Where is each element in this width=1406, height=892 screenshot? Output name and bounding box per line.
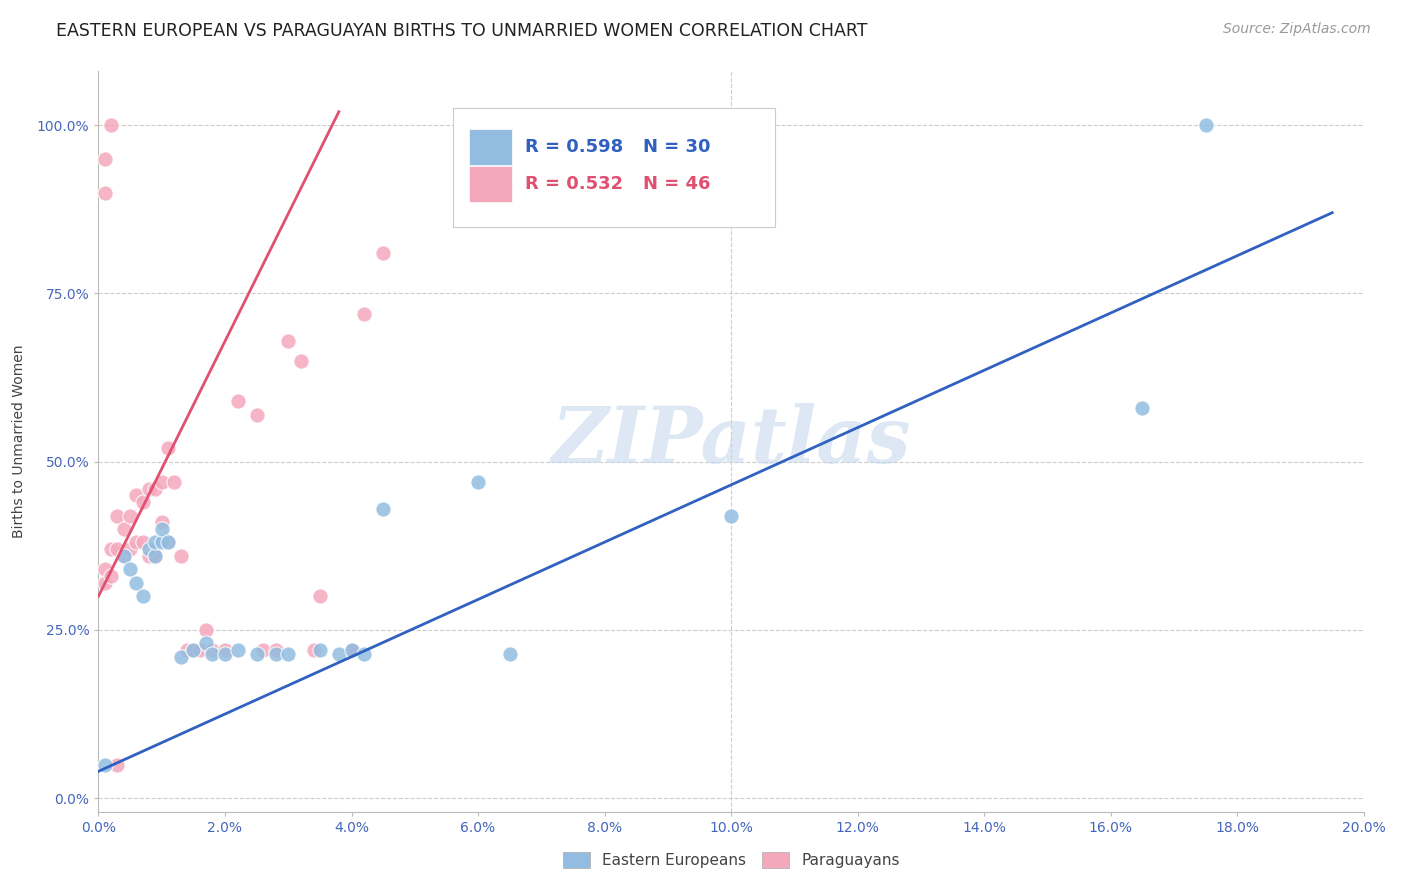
Point	[138, 549, 160, 563]
Point	[169, 549, 191, 563]
Point	[498, 647, 520, 661]
Point	[107, 508, 129, 523]
Point	[93, 152, 117, 166]
Point	[214, 643, 236, 657]
Point	[226, 394, 249, 409]
Point	[157, 535, 180, 549]
Point	[132, 495, 155, 509]
Point	[194, 623, 218, 637]
Point	[340, 643, 363, 657]
Point	[145, 549, 166, 563]
Legend: Eastern Europeans, Paraguayans: Eastern Europeans, Paraguayans	[557, 847, 905, 874]
Point	[277, 334, 299, 348]
Point	[183, 643, 205, 657]
Point	[157, 535, 180, 549]
Point	[246, 408, 269, 422]
Point	[150, 522, 173, 536]
Point	[1130, 401, 1153, 415]
Point	[132, 535, 155, 549]
Point	[145, 535, 166, 549]
Point	[720, 508, 742, 523]
Point	[340, 643, 363, 657]
Point	[264, 647, 287, 661]
Point	[340, 643, 363, 657]
Y-axis label: Births to Unmarried Women: Births to Unmarried Women	[11, 345, 25, 538]
Text: ZIPatlas: ZIPatlas	[551, 403, 911, 480]
Point	[252, 643, 274, 657]
Point	[188, 643, 211, 657]
Text: N = 46: N = 46	[643, 175, 710, 193]
Point	[309, 643, 332, 657]
Text: R = 0.532: R = 0.532	[524, 175, 623, 193]
Point	[214, 647, 236, 661]
Point	[112, 549, 135, 563]
Point	[309, 590, 332, 604]
Point	[277, 647, 299, 661]
Text: EASTERN EUROPEAN VS PARAGUAYAN BIRTHS TO UNMARRIED WOMEN CORRELATION CHART: EASTERN EUROPEAN VS PARAGUAYAN BIRTHS TO…	[56, 22, 868, 40]
Point	[125, 575, 148, 590]
Point	[226, 643, 249, 657]
Point	[138, 542, 160, 557]
Point	[100, 542, 122, 557]
Point	[176, 643, 198, 657]
Text: R = 0.598: R = 0.598	[524, 138, 623, 156]
Point	[120, 562, 141, 576]
Point	[371, 246, 394, 260]
Text: Source: ZipAtlas.com: Source: ZipAtlas.com	[1223, 22, 1371, 37]
Point	[290, 353, 312, 368]
Point	[93, 575, 117, 590]
Point	[120, 508, 141, 523]
Point	[194, 636, 218, 650]
Point	[93, 562, 117, 576]
Point	[353, 647, 375, 661]
Point	[163, 475, 186, 489]
Point	[264, 643, 287, 657]
Point	[93, 186, 117, 200]
Point	[145, 549, 166, 563]
Point	[107, 757, 129, 772]
Point	[169, 649, 191, 664]
Point	[371, 501, 394, 516]
Point	[150, 516, 173, 530]
Text: N = 30: N = 30	[643, 138, 710, 156]
Point	[467, 475, 489, 489]
Point	[353, 307, 375, 321]
FancyBboxPatch shape	[470, 129, 512, 165]
Point	[132, 590, 155, 604]
Point	[112, 522, 135, 536]
Point	[150, 535, 173, 549]
Point	[120, 542, 141, 557]
Point	[157, 442, 180, 456]
Point	[100, 569, 122, 583]
Point	[183, 643, 205, 657]
Point	[107, 542, 129, 557]
Point	[201, 647, 224, 661]
Point	[328, 647, 350, 661]
Point	[145, 482, 166, 496]
Point	[246, 647, 269, 661]
Point	[93, 757, 117, 772]
Point	[112, 549, 135, 563]
FancyBboxPatch shape	[453, 109, 776, 227]
Point	[125, 535, 148, 549]
Point	[1194, 118, 1216, 132]
Point	[201, 643, 224, 657]
Point	[100, 118, 122, 132]
FancyBboxPatch shape	[470, 166, 512, 202]
Point	[150, 475, 173, 489]
Point	[125, 488, 148, 502]
Point	[302, 643, 325, 657]
Point	[138, 482, 160, 496]
